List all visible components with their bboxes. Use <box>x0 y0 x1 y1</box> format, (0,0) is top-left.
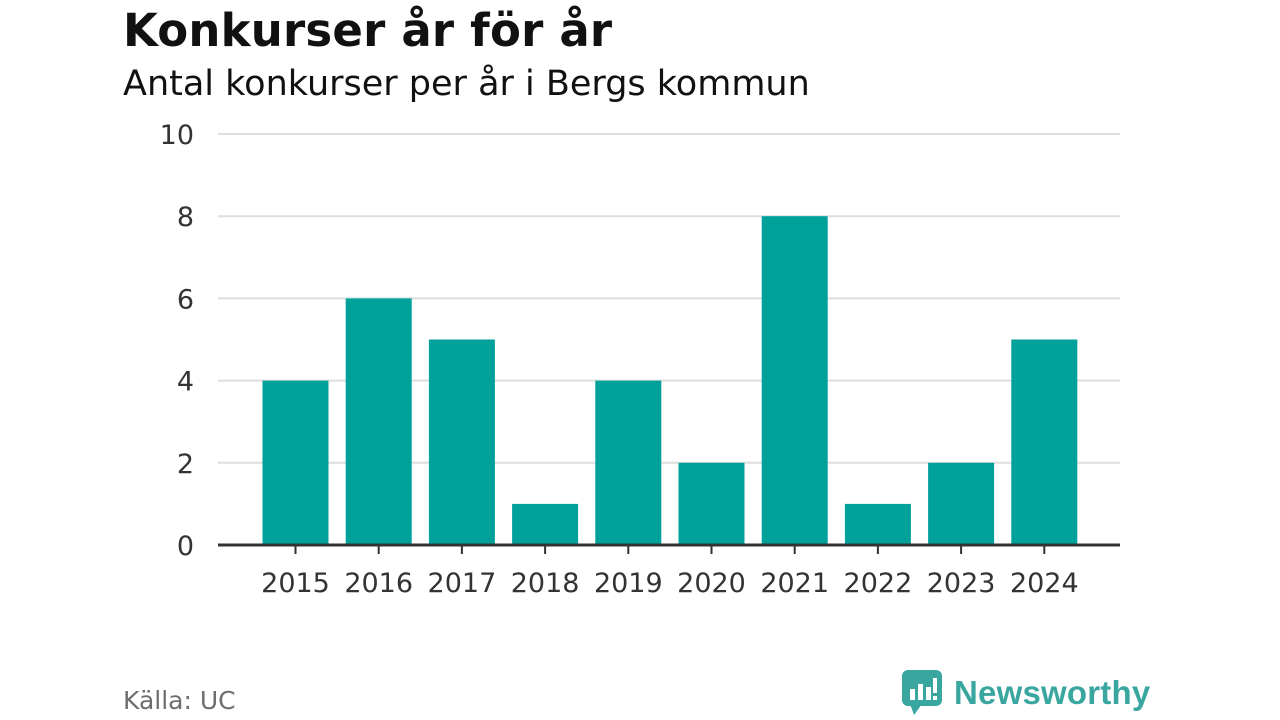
y-tick-label: 8 <box>177 202 194 233</box>
x-tick-label: 2023 <box>927 568 996 599</box>
bar-2017 <box>428 339 495 545</box>
y-tick-label: 10 <box>160 120 194 151</box>
x-tick-label: 2022 <box>844 568 913 599</box>
x-tick-label: 2019 <box>594 568 663 599</box>
source-note: Källa: UC <box>123 686 236 715</box>
brand-name: Newsworthy <box>954 674 1151 711</box>
bar-chart-icon <box>902 670 942 715</box>
x-tick-label: 2020 <box>677 568 746 599</box>
bar-2023 <box>928 462 995 545</box>
y-tick-label: 4 <box>177 367 194 398</box>
y-tick-label: 2 <box>177 449 194 480</box>
bar-2024 <box>1011 339 1078 545</box>
y-tick-label: 0 <box>177 531 194 562</box>
bar-2018 <box>512 503 579 545</box>
x-tick-label: 2016 <box>344 568 413 599</box>
axes <box>218 543 1120 554</box>
bar-2015 <box>262 380 329 545</box>
chart-title: Konkurser år för år <box>123 4 613 57</box>
newsworthy-logo: Newsworthy <box>902 670 1150 716</box>
bars <box>262 216 1078 545</box>
tick-labels: 0 2 4 6 8 10 2015 2016 2017 2018 2019 2020 2021 2022 2… <box>160 120 1079 599</box>
x-tick-label: 2018 <box>511 568 580 599</box>
bar-2016 <box>345 298 412 545</box>
x-tick-label: 2024 <box>1010 568 1079 599</box>
x-tick-label: 2017 <box>428 568 497 599</box>
bar-2022 <box>844 503 911 545</box>
bar-2019 <box>595 380 662 545</box>
bar-2021 <box>761 216 828 545</box>
bar-2020 <box>678 462 745 545</box>
y-tick-label: 6 <box>177 284 194 315</box>
x-tick-label: 2021 <box>760 568 829 599</box>
x-tick-label: 2015 <box>261 568 330 599</box>
chart-subtitle: Antal konkurser per år i Bergs kommun <box>123 64 810 104</box>
